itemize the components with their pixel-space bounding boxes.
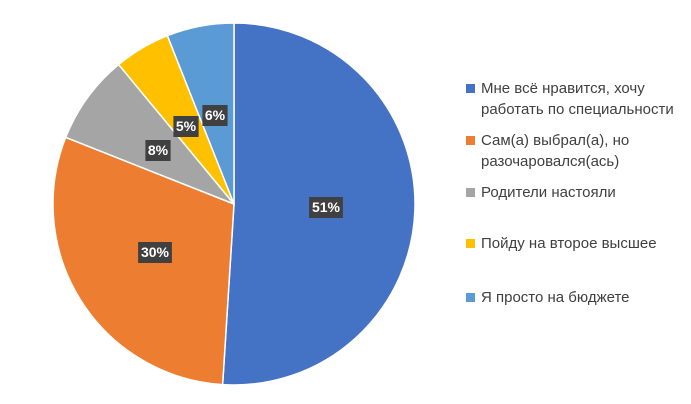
data-label-box bbox=[202, 105, 228, 126]
legend-label: Родители настояли bbox=[481, 184, 616, 201]
data-label-box bbox=[145, 140, 171, 161]
legend-swatch-second-degree bbox=[466, 239, 475, 248]
data-label-parents: 8% bbox=[145, 140, 171, 161]
data-label-budget: 6% bbox=[202, 105, 228, 126]
data-label-second-degree: 5% bbox=[173, 116, 199, 137]
data-label-text: 51% bbox=[312, 199, 341, 215]
legend-label: Мне всё нравится, хочу работать по специ… bbox=[481, 80, 674, 118]
legend-item-specialty: Мне всё нравится, хочу работать по специ… bbox=[466, 78, 688, 120]
data-label-text: 6% bbox=[205, 107, 226, 123]
data-label-box bbox=[173, 116, 199, 137]
legend-swatch-budget bbox=[466, 293, 475, 302]
legend-item-second-degree: Пойду на второе высшее bbox=[466, 233, 657, 254]
legend-item-parents: Родители настояли bbox=[466, 182, 616, 203]
data-label-specialty: 51% bbox=[309, 197, 343, 218]
data-label-text: 8% bbox=[148, 142, 169, 158]
legend-swatch-disappointed bbox=[466, 136, 475, 145]
legend-swatch-specialty bbox=[466, 84, 475, 93]
data-label-text: 5% bbox=[176, 118, 197, 134]
legend-label: Пойду на второе высшее bbox=[481, 235, 657, 252]
data-label-text: 30% bbox=[141, 244, 170, 260]
pie-slice-budget bbox=[166, 22, 235, 205]
legend-swatch-parents bbox=[466, 188, 475, 197]
data-label-box bbox=[309, 197, 343, 218]
pie-slice-parents bbox=[64, 63, 235, 205]
legend-item-disappointed: Сам(а) выбрал(а), но разочаровался(ась) bbox=[466, 130, 688, 172]
legend-label: Сам(а) выбрал(а), но разочаровался(ась) bbox=[481, 132, 630, 170]
legend-item-budget: Я просто на бюджете bbox=[466, 287, 630, 308]
legend-label: Я просто на бюджете bbox=[481, 289, 630, 306]
data-label-disappointed: 30% bbox=[138, 242, 172, 263]
data-label-box bbox=[138, 242, 172, 263]
